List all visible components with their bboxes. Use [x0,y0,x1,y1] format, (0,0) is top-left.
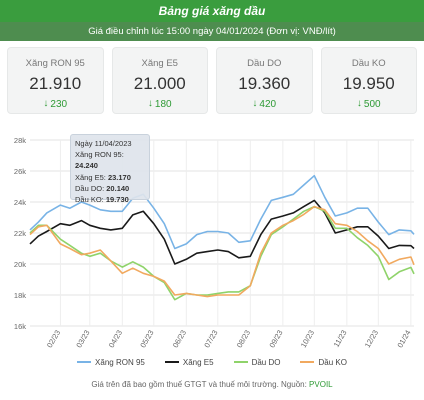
y-tick-label: 28k [14,136,26,145]
fuel-price: 19.360 [238,74,291,93]
legend-swatch [233,361,248,363]
x-tick-label: 05/23 [138,329,155,350]
price-change-value: 230 [50,98,68,110]
tooltip-row: Dầu DO: 20.140 [75,183,145,194]
price-card-ron95: Xăng RON 95 21.910 ↓ 230 [7,47,104,114]
tooltip-label: Xăng E5: [75,172,108,182]
tooltip-label: Dầu DO: [75,183,107,193]
legend-swatch [300,361,315,363]
legend-swatch [164,361,179,363]
y-tick-label: 24k [14,198,26,207]
y-tick-label: 26k [14,167,26,176]
tooltip-date: Ngày 11/04/2023 [75,139,132,148]
tooltip-row: Dầu KO: 19.730 [75,194,145,205]
x-tick-label: 09/23 [267,329,284,350]
legend-item-e5[interactable]: Xăng E5 [164,355,214,369]
price-change: ↓ 420 [217,98,312,110]
price-change-value: 420 [259,98,277,110]
x-tick-label: 08/23 [235,329,252,350]
tooltip-value: 19.730 [105,195,129,205]
y-tick-label: 16k [14,322,26,331]
x-tick-label: 06/23 [171,329,188,350]
fuel-name: Xăng RON 95 [25,58,85,69]
page-header: Bảng giá xăng dầu [0,0,424,22]
tooltip-label: Dầu KO: [75,195,106,205]
price-change-value: 180 [154,98,172,110]
series-line-ko[interactable] [29,205,415,298]
y-tick-label: 22k [14,229,26,238]
price-change: ↓ 230 [8,98,103,110]
series-line-e5[interactable] [29,199,415,265]
footer-note: Giá trên đã bao gồm thuế GTGT và thuế mô… [0,380,424,392]
fuel-price: 21.910 [29,74,82,93]
legend-item-ron95[interactable]: Xăng RON 95 [77,355,145,369]
tooltip-value: 24.240 [75,161,98,171]
y-tick-label: 20k [14,260,26,269]
fuel-price: 19.950 [342,74,395,93]
x-tick-label: 02/23 [45,329,62,350]
legend-label: Dầu DO [251,357,281,367]
arrow-down-icon: ↓ [43,98,49,109]
adjustment-text: Giá điều chỉnh lúc 15:00 ngày 04/01/2024… [88,26,336,37]
price-card-ko: Dầu KO 19.950 ↓ 500 [320,47,417,114]
x-tick-label: 01/24 [395,329,412,350]
series-line-do[interactable] [29,205,415,301]
fuel-price: 21.000 [133,74,186,93]
legend-label: Dầu KO [318,357,347,367]
price-card-do: Dầu DO 19.360 ↓ 420 [216,47,313,114]
x-tick-label: 07/23 [202,329,219,350]
price-cards: Xăng RON 95 21.910 ↓ 230 Xăng E5 21.000 … [7,47,417,114]
price-change: ↓ 500 [322,98,417,110]
tooltip-row: Xăng E5: 23.170 [75,172,145,183]
series-line-ron95[interactable] [29,174,415,250]
y-tick-label: 18k [14,291,26,300]
legend-item-ko[interactable]: Dầu KO [300,355,347,369]
legend-label: Xăng E5 [182,357,214,367]
price-history-chart[interactable]: 16k 18k 20k 22k 24k 26k 28k 02/23 03/23 04/23 05/2… [0,124,424,354]
tooltip-value: 20.140 [106,183,130,193]
source-link[interactable]: PVOIL [309,380,333,389]
legend-label: Xăng RON 95 [95,357,145,367]
fuel-name: Xăng E5 [141,58,178,69]
fuel-name: Dầu DO [247,58,282,69]
x-tick-label: 12/23 [363,329,380,350]
footer-text: Giá trên đã bao gồm thuế GTGT và thuế mô… [91,380,310,389]
price-change-value: 500 [363,98,381,110]
chart-tooltip: Ngày 11/04/2023 Xăng RON 95: 24.240 Xăng… [70,134,150,204]
price-change: ↓ 180 [113,98,208,110]
x-tick-label: 03/23 [74,329,91,350]
legend-item-do[interactable]: Dầu DO [233,355,281,369]
chart-legend: Xăng RON 95 Xăng E5 Dầu DO Dầu KO [0,355,424,369]
arrow-down-icon: ↓ [147,98,153,109]
page-title: Bảng giá xăng dầu [158,4,266,18]
x-tick-label: 10/23 [299,329,316,350]
tooltip-value: 23.170 [107,172,131,182]
price-card-e5: Xăng E5 21.000 ↓ 180 [111,47,208,114]
adjustment-info: Giá điều chỉnh lúc 15:00 ngày 04/01/2024… [0,22,424,41]
arrow-down-icon: ↓ [356,98,362,109]
x-tick-label: 11/23 [332,329,349,349]
legend-swatch [77,361,92,363]
arrow-down-icon: ↓ [252,98,258,109]
x-tick-label: 04/23 [107,329,124,350]
fuel-name: Dầu KO [351,58,386,69]
tooltip-row: Xăng RON 95: 24.240 [75,149,145,171]
tooltip-label: Xăng RON 95: [75,150,124,160]
